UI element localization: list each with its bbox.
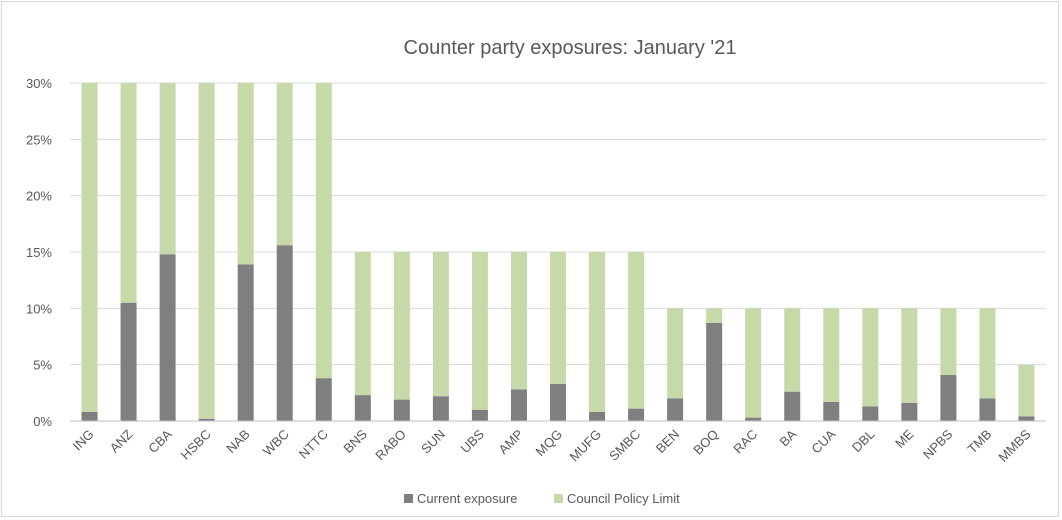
y-tick-label: 20% (26, 189, 52, 204)
legend-swatch (554, 494, 563, 503)
bar-policy-limit-wbc (276, 83, 293, 246)
bar-current-exposure-wbc (276, 245, 293, 421)
bar-policy-limit-anz (120, 83, 137, 303)
bar-policy-limit-rabo (393, 252, 410, 400)
bar-current-exposure-bns (354, 395, 371, 421)
bar-policy-limit-amp (510, 252, 527, 390)
y-tick-label: 30% (26, 76, 52, 91)
x-tick-label: BA (776, 426, 799, 449)
x-tick-label: HSBC (178, 427, 214, 463)
x-tick-label: TMB (965, 427, 995, 457)
bar-policy-limit-mqg (550, 252, 566, 384)
bar-policy-limit-mmbs (1018, 364, 1035, 417)
x-tick-label: AMP (496, 427, 527, 458)
bar-policy-limit-tmb (979, 308, 996, 399)
bar-policy-limit-bns (354, 252, 371, 396)
bar-current-exposure-cba (159, 254, 176, 421)
bar-current-exposure-mufg (589, 411, 606, 421)
x-tick-label: CUA (808, 426, 838, 456)
bar-policy-limit-ing (81, 83, 98, 412)
bar-current-exposure-nttc (315, 378, 332, 421)
bar-policy-limit-ba (784, 308, 801, 392)
bar-current-exposure-rac (745, 417, 762, 421)
x-tick-label: MQG (533, 427, 566, 460)
legend-swatch (404, 494, 413, 503)
bar-policy-limit-smbc (628, 252, 645, 409)
x-tick-label: NPBS (920, 426, 956, 462)
y-axis: 0% 5% 10% 15% 20% 25% 30% (26, 76, 52, 429)
x-tick-label: CBA (145, 426, 175, 456)
bar-policy-limit-me (901, 308, 918, 403)
bar-policy-limit-nab (237, 83, 254, 265)
x-tick-label: MUFG (566, 427, 604, 465)
y-tick-label: 25% (26, 132, 52, 147)
legend-label: Council Policy Limit (567, 491, 680, 506)
bar-current-exposure-tmb (979, 398, 996, 421)
x-tick-label: DBL (849, 427, 877, 455)
x-tick-label: WBC (260, 427, 292, 459)
bar-current-exposure-ing (81, 411, 98, 421)
bar-policy-limit-hsbc (198, 83, 215, 419)
x-tick-label: BNS (340, 426, 370, 456)
bar-current-exposure-cua (823, 401, 840, 421)
y-tick-label: 10% (26, 301, 52, 316)
bar-current-exposure-sun (432, 396, 449, 421)
bar-policy-limit-ubs (471, 252, 488, 410)
legend-label: Current exposure (417, 491, 517, 506)
x-axis: ING ANZ CBA HSBC NAB WBC NTTC BNS RABO SUN UBS AMP M… (70, 420, 1046, 465)
x-tick-label: SMBC (606, 427, 643, 464)
bar-current-exposure-npbs (940, 374, 957, 421)
x-tick-label: RAC (730, 427, 760, 457)
bar-policy-limit-sun (432, 252, 449, 397)
x-tick-label: BEN (653, 427, 683, 457)
x-tick-label: ANZ (107, 426, 136, 455)
x-tick-label: MMBS (995, 426, 1033, 464)
chart-title: Counter party exposures: January '21 (404, 37, 737, 59)
x-tick-label: UBS (458, 426, 488, 456)
bar-policy-limit-npbs (940, 308, 957, 375)
bar-current-exposure-dbl (862, 406, 879, 421)
bar-current-exposure-rabo (393, 399, 410, 421)
bar-current-exposure-amp (510, 389, 527, 421)
y-tick-label: 15% (26, 245, 52, 260)
bar-policy-limit-dbl (862, 308, 879, 407)
x-tick-label: NAB (223, 427, 253, 457)
x-tick-label: ING (70, 427, 97, 454)
bar-policy-limit-cua (823, 308, 840, 402)
bar-policy-limit-ben (667, 308, 684, 399)
bar-current-exposure-ubs (471, 409, 488, 421)
bar-policy-limit-cba (159, 83, 176, 255)
bar-current-exposure-anz (120, 302, 137, 421)
bars (81, 83, 1035, 421)
bar-current-exposure-boq (706, 322, 723, 421)
x-tick-label: SUN (418, 427, 448, 457)
x-tick-label: RABO (372, 427, 409, 464)
bar-current-exposure-ba (784, 391, 801, 421)
x-tick-label: NTTC (296, 427, 331, 462)
bar-current-exposure-mmbs (1018, 416, 1035, 421)
bar-policy-limit-mufg (589, 252, 606, 412)
y-tick-label: 5% (33, 358, 52, 373)
bar-current-exposure-ben (667, 398, 684, 421)
y-tick-label: 0% (33, 414, 52, 429)
bar-current-exposure-smbc (628, 408, 645, 421)
bar-current-exposure-nab (237, 264, 254, 421)
bar-current-exposure-mqg (550, 383, 566, 421)
bar-current-exposure-hsbc (198, 418, 215, 421)
legend: Current exposure Council Policy Limit (404, 491, 680, 506)
bar-current-exposure-me (901, 402, 918, 421)
x-tick-label: BOQ (690, 427, 721, 458)
bar-policy-limit-rac (745, 308, 762, 418)
bar-policy-limit-nttc (315, 83, 332, 379)
bar-policy-limit-boq (706, 308, 723, 323)
x-tick-label: ME (892, 426, 917, 451)
